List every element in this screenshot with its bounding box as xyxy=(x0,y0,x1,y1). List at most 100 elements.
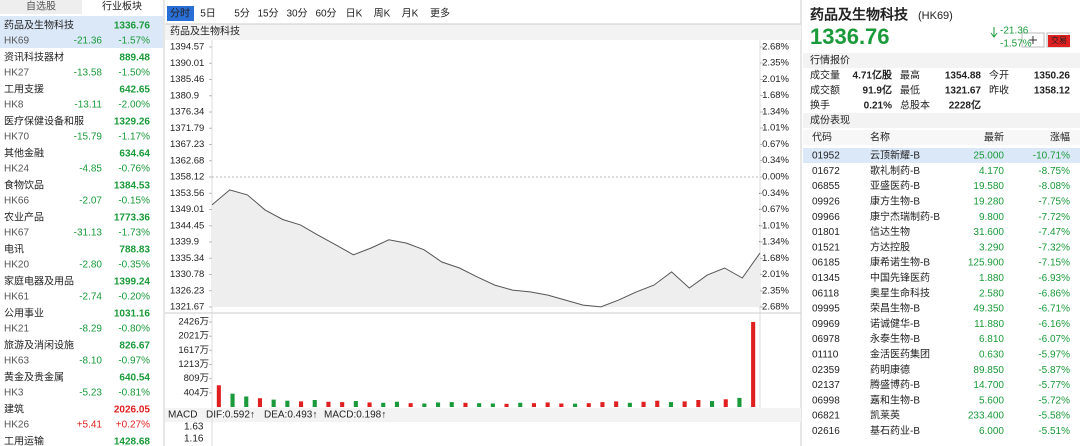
stock-code[interactable]: 06821 xyxy=(812,411,840,422)
volume-bar xyxy=(614,401,619,407)
sector-name[interactable]: 医疗保健设备和服 xyxy=(4,115,84,128)
stock-name[interactable]: 康宁杰瑞制药-B xyxy=(870,210,940,223)
stat-value: 2228亿 xyxy=(949,99,981,112)
stock-name[interactable]: 金活医药集团 xyxy=(870,348,930,361)
sector-name[interactable]: 建筑 xyxy=(4,403,24,416)
stock-name[interactable]: 凯莱英 xyxy=(870,409,900,422)
section-title: 行情报价 xyxy=(810,54,850,67)
stock-name[interactable]: 云顶新耀-B xyxy=(870,149,920,162)
plus-icon xyxy=(1029,36,1037,44)
stock-code[interactable]: 06185 xyxy=(812,258,840,269)
stock-code[interactable]: 02359 xyxy=(812,365,840,376)
stock-name[interactable]: 药明康德 xyxy=(870,363,910,376)
period-tab[interactable]: 更多 xyxy=(430,7,450,20)
sector-change: -2.07 xyxy=(79,196,102,207)
tab[interactable]: 自选股 xyxy=(26,0,56,13)
table-header[interactable]: 代码 xyxy=(812,132,832,144)
table-header[interactable]: 名称 xyxy=(870,131,890,144)
y-tick-label: 1358.12 xyxy=(170,172,204,183)
sector-code: HK67 xyxy=(4,228,29,239)
stock-price: 6.810 xyxy=(979,334,1004,345)
sector-name[interactable]: 农业产品 xyxy=(4,211,44,224)
volume-tick-label: 2426万 xyxy=(178,317,209,328)
stock-price: 49.350 xyxy=(973,304,1004,315)
sector-name[interactable]: 工用运输 xyxy=(4,435,44,446)
sector-name[interactable]: 药品及生物科技 xyxy=(4,19,74,32)
sector-name[interactable]: 食物饮品 xyxy=(4,179,44,192)
table-header[interactable]: 涨幅 xyxy=(1050,131,1070,144)
sector-name[interactable]: 其他金融 xyxy=(4,147,44,160)
sector-name[interactable]: 工用支援 xyxy=(4,83,44,96)
stock-price: 19.280 xyxy=(973,197,1004,208)
stock-name[interactable]: 奥星生命科技 xyxy=(870,286,930,299)
stock-name[interactable]: 嘉和生物-B xyxy=(870,393,920,406)
stock-code[interactable]: 09966 xyxy=(812,212,840,223)
sector-name[interactable]: 家庭电器及用品 xyxy=(4,275,74,288)
sector-name[interactable]: 旅游及消闲设施 xyxy=(4,339,74,352)
period-tab[interactable]: 15分 xyxy=(257,8,278,20)
stock-name[interactable]: 歌礼制药-B xyxy=(870,164,920,177)
trade-label[interactable]: 交易 xyxy=(1051,35,1067,45)
sector-code: HK3 xyxy=(4,388,24,399)
stock-code[interactable]: 06855 xyxy=(812,181,840,192)
add-button[interactable] xyxy=(1021,32,1045,48)
period-tab[interactable]: 5日 xyxy=(200,9,216,20)
stock-code[interactable]: 01345 xyxy=(812,273,840,284)
stat-value: 1321.67 xyxy=(945,86,982,97)
stock-code[interactable]: 09926 xyxy=(812,197,840,208)
period-tab[interactable]: 分时 xyxy=(170,8,190,20)
stock-name[interactable]: 康方生物-B xyxy=(870,195,920,208)
stock-code[interactable]: 06998 xyxy=(812,395,840,406)
table-header[interactable]: 最新 xyxy=(984,131,1004,144)
sector-pct: -0.15% xyxy=(118,196,150,207)
stock-name[interactable]: 永泰生物-B xyxy=(870,332,920,345)
stock-code[interactable]: 02616 xyxy=(812,426,840,437)
y2-tick-label: 0.67% xyxy=(762,139,789,150)
trade-button[interactable] xyxy=(1048,35,1070,47)
stock-name[interactable]: 荣昌生物-B xyxy=(870,302,920,315)
y-tick-label: 1321.67 xyxy=(170,302,204,313)
chart-title-bar xyxy=(165,24,801,40)
sector-name[interactable]: 资讯科技器材 xyxy=(4,51,64,64)
tab[interactable]: 行业板块 xyxy=(102,0,142,13)
stock-code[interactable]: 09969 xyxy=(812,319,840,330)
stock-code[interactable]: 01801 xyxy=(812,227,840,238)
macd-value: MACD:0.198↑ xyxy=(324,410,386,421)
stock-code[interactable]: 01110 xyxy=(812,350,839,361)
stock-code[interactable]: 01672 xyxy=(812,166,840,177)
stock-name[interactable]: 诺诚健华-B xyxy=(870,317,920,330)
period-tab[interactable]: 5分 xyxy=(234,8,250,20)
sector-name[interactable]: 黄金及贵金属 xyxy=(4,371,64,384)
stock-code[interactable]: 06118 xyxy=(812,288,840,299)
stock-name[interactable]: 腾盛博药-B xyxy=(870,378,920,391)
stock-pct: -7.47% xyxy=(1038,227,1070,238)
period-tab[interactable]: 30分 xyxy=(286,8,307,20)
y2-tick-label: 0.34% xyxy=(762,155,789,166)
sector-name[interactable]: 公用事业 xyxy=(4,307,44,320)
y-tick-label: 1326.23 xyxy=(170,285,204,296)
y2-tick-label: -1.01% xyxy=(759,221,790,232)
stock-name[interactable]: 基石药业-B xyxy=(870,424,920,437)
volume-bar xyxy=(709,401,715,407)
stock-name[interactable]: 信达生物 xyxy=(870,225,910,238)
stock-code[interactable]: 06978 xyxy=(812,334,840,345)
stock-code[interactable]: 01952 xyxy=(812,151,840,162)
period-tab[interactable]: 日K xyxy=(346,9,363,20)
period-tab[interactable]: 周K xyxy=(374,8,391,20)
period-tab[interactable]: 60分 xyxy=(315,8,336,20)
stock-name[interactable]: 亚盛医药-B xyxy=(870,179,920,192)
stock-code[interactable]: 02137 xyxy=(812,380,840,391)
stock-code[interactable]: 09995 xyxy=(812,304,840,315)
chart-title: 药品及生物科技 xyxy=(170,25,240,38)
period-tab[interactable]: 月K xyxy=(402,8,419,20)
stock-name[interactable]: 中国先锋医药 xyxy=(870,271,930,284)
stock-name[interactable]: 方达控股 xyxy=(870,240,910,253)
volume-bar xyxy=(230,393,235,407)
stock-code[interactable]: 01521 xyxy=(812,242,840,253)
sector-name[interactable]: 电讯 xyxy=(4,243,24,256)
stock-price: 1.880 xyxy=(979,273,1004,284)
stat-label: 成交额 xyxy=(810,84,840,97)
stock-name[interactable]: 康希诺生物-B xyxy=(870,256,930,269)
sector-price: 788.83 xyxy=(119,245,150,256)
sector-change: -13.58 xyxy=(74,68,103,79)
